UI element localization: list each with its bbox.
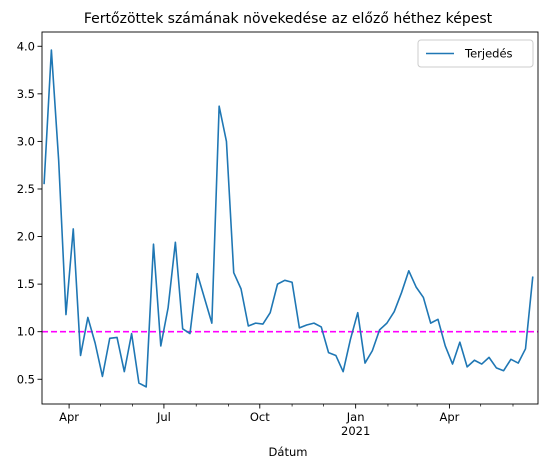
y-tick-label: 2.5 — [17, 182, 35, 196]
y-tick-label: 2.0 — [17, 230, 35, 244]
x-tick-label: Apr — [439, 410, 459, 424]
legend: Terjedés — [417, 39, 534, 68]
plot-area — [42, 32, 538, 404]
chart-title: Fertőzöttek számának növekedése az előző… — [84, 11, 493, 27]
x-tick-label: Jul — [156, 410, 171, 424]
legend-box — [417, 39, 534, 68]
y-tick-label: 0.5 — [17, 372, 35, 386]
x-tick-label: Oct — [250, 410, 270, 424]
axes-border — [41, 31, 539, 405]
y-tick-label: 1.0 — [17, 325, 35, 339]
x-tick-year-label: 2021 — [341, 424, 370, 438]
y-axis: 0.5 1.0 1.5 2.0 2.5 3.0 3.5 4.0 — [17, 39, 42, 386]
x-axis-label: Dátum — [269, 445, 308, 459]
y-tick-label: 3.0 — [17, 134, 35, 148]
axes-frame — [41, 31, 539, 405]
y-tick-label: 1.5 — [17, 277, 35, 291]
series-layer — [43, 49, 534, 388]
y-tick-label: 4.0 — [17, 39, 35, 53]
plot-background — [42, 32, 538, 404]
x-tick-label: Jan — [346, 410, 365, 424]
x-tick-label: Apr — [59, 410, 79, 424]
legend-label: Terjedés — [464, 47, 513, 61]
series-line-0 — [43, 49, 534, 388]
y-tick-label: 3.5 — [17, 87, 35, 101]
